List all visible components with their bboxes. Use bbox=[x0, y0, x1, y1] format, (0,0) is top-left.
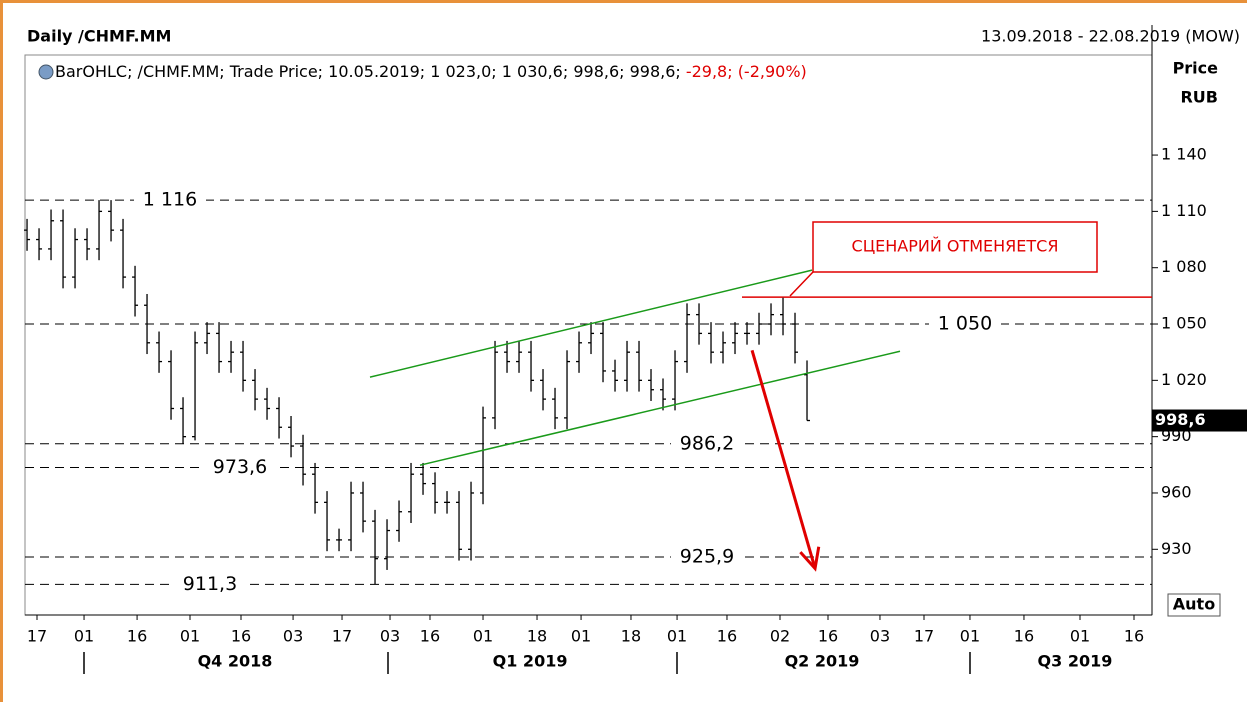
level-label: 1 050 bbox=[938, 313, 992, 335]
legend-text: BarOHLC; /CHMF.MM; Trade Price; 10.05.20… bbox=[55, 62, 681, 81]
channel-line bbox=[419, 350, 901, 466]
x-tick-label: 16 bbox=[717, 627, 737, 646]
date-range: 13.09.2018 - 22.08.2019 (MOW) bbox=[981, 27, 1240, 46]
x-tick-label: 16 bbox=[1014, 627, 1034, 646]
annotation-pointer bbox=[789, 271, 814, 297]
y-tick-label: 1 110 bbox=[1161, 201, 1207, 220]
x-tick-label: 01 bbox=[667, 627, 687, 646]
x-tick-label: 16 bbox=[818, 627, 838, 646]
x-tick-label: 16 bbox=[231, 627, 251, 646]
x-tick-label: 01 bbox=[74, 627, 94, 646]
legend-icon bbox=[38, 64, 54, 80]
quarter-label: Q4 2018 bbox=[198, 652, 273, 671]
x-tick-label: 17 bbox=[27, 627, 47, 646]
level-label: 986,2 bbox=[680, 432, 734, 454]
x-tick-label: 17 bbox=[914, 627, 934, 646]
quarter-label: Q1 2019 bbox=[493, 652, 568, 671]
left-border bbox=[0, 0, 3, 702]
y-tick-label: 960 bbox=[1161, 482, 1192, 501]
level-label: 925,9 bbox=[680, 545, 734, 567]
level-label-bg bbox=[174, 573, 246, 596]
chart-title: Daily /CHMF.MM bbox=[27, 27, 171, 46]
x-tick-label: 01 bbox=[571, 627, 591, 646]
channel-line bbox=[369, 269, 813, 378]
arrow bbox=[750, 349, 817, 569]
y-axis-label: Price bbox=[1173, 59, 1219, 78]
x-tick-label: 03 bbox=[870, 627, 890, 646]
y-axis-unit: RUB bbox=[1180, 88, 1218, 107]
x-tick-label: 16 bbox=[127, 627, 147, 646]
legend: BarOHLC; /CHMF.MM; Trade Price; 10.05.20… bbox=[55, 62, 807, 81]
annotation: СЦЕНАРИЙ ОТМЕНЯЕТСЯ bbox=[852, 237, 1059, 256]
top-border bbox=[0, 0, 1247, 3]
x-tick-label: 01 bbox=[960, 627, 980, 646]
quarter-label: Q3 2019 bbox=[1038, 652, 1113, 671]
x-tick-label: 16 bbox=[1124, 627, 1144, 646]
x-tick-label: 17 bbox=[332, 627, 352, 646]
level-label: 1 116 bbox=[143, 189, 197, 211]
x-tick-label: 16 bbox=[420, 627, 440, 646]
x-tick-label: 03 bbox=[283, 627, 303, 646]
y-tick-label: 1 020 bbox=[1161, 370, 1207, 389]
last-price-badge bbox=[1152, 409, 1247, 432]
quarter-label: Q2 2019 bbox=[785, 652, 860, 671]
x-tick-label: 03 bbox=[380, 627, 400, 646]
x-tick-label: 02 bbox=[770, 627, 790, 646]
x-tick-label: 01 bbox=[180, 627, 200, 646]
y-tick-label: 1 080 bbox=[1161, 257, 1207, 276]
y-tick-label: 930 bbox=[1161, 539, 1192, 558]
arrow-head bbox=[799, 546, 821, 572]
auto-button[interactable] bbox=[1167, 593, 1221, 617]
level-label: 911,3 bbox=[183, 573, 237, 595]
legend-change: -29,8; (-2,90%) bbox=[686, 62, 807, 81]
level-label-bg bbox=[671, 545, 743, 568]
x-tick-label: 18 bbox=[621, 627, 641, 646]
level-label-bg bbox=[671, 432, 743, 455]
x-tick-label: 01 bbox=[473, 627, 493, 646]
auto-button-label[interactable]: Auto bbox=[1173, 595, 1215, 614]
x-tick-label: 01 bbox=[1070, 627, 1090, 646]
y-tick-label: 1 050 bbox=[1161, 314, 1207, 333]
level-label: 973,6 bbox=[213, 456, 267, 478]
annotation-box bbox=[812, 221, 1098, 273]
y-tick-label: 1 140 bbox=[1161, 145, 1207, 164]
x-tick-label: 18 bbox=[527, 627, 547, 646]
level-label-bg bbox=[929, 313, 1001, 336]
level-label-bg bbox=[204, 456, 276, 479]
level-label-bg bbox=[134, 189, 206, 212]
last-price-label: 998,6 bbox=[1155, 410, 1206, 429]
